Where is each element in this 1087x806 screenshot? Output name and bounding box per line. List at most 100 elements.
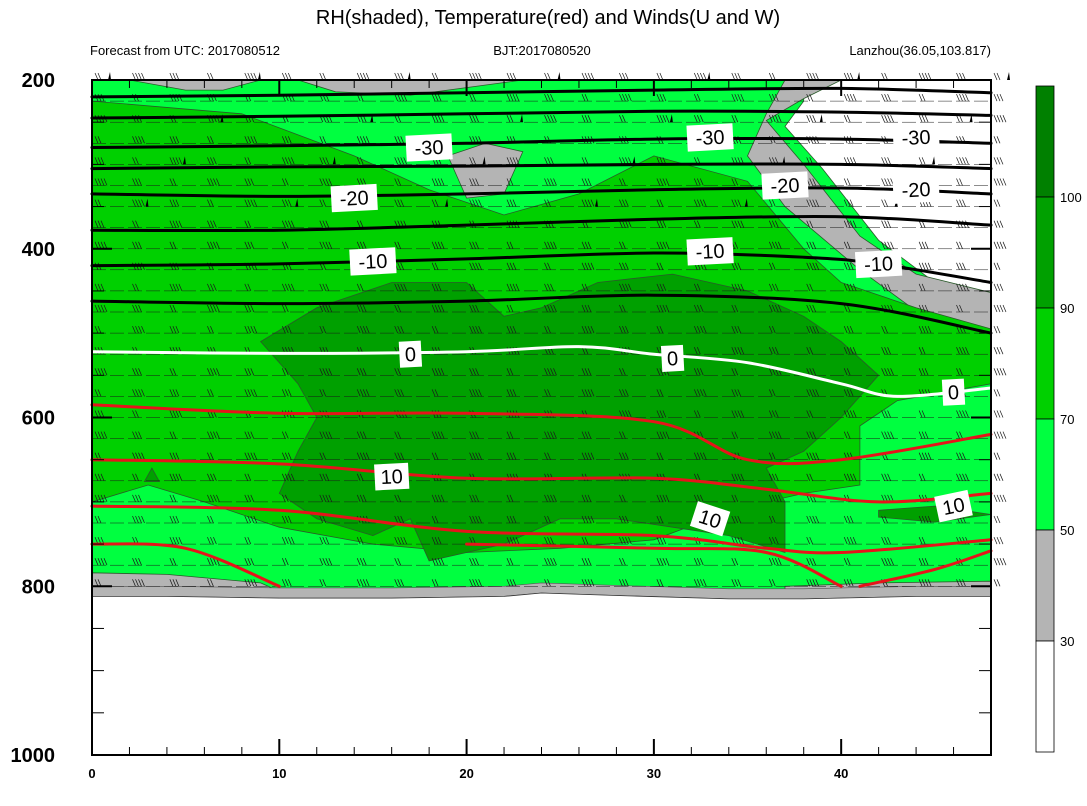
wind-barb — [547, 72, 551, 81]
wind-barb — [172, 515, 177, 524]
wind-barb — [959, 199, 963, 207]
wind-barb — [656, 558, 661, 566]
wind-barb — [849, 93, 854, 102]
wind-barb — [397, 431, 402, 439]
wind-barb — [94, 558, 99, 566]
wind-barb — [806, 431, 811, 439]
wind-barb — [132, 157, 136, 165]
wind-barb — [319, 72, 324, 81]
wind-barb — [210, 325, 214, 334]
wind-barb — [515, 93, 520, 102]
wind-barb — [216, 368, 220, 376]
wind-barb — [394, 304, 399, 313]
wind-barb — [846, 368, 851, 376]
wind-barb — [325, 536, 330, 545]
wind-barbs-and-levels — [92, 72, 1010, 587]
colorbar-box — [1035, 529, 1055, 642]
wind-barb — [812, 558, 817, 566]
wind-barb — [394, 452, 399, 460]
wind-barb — [740, 347, 745, 355]
wind-barb — [881, 72, 885, 81]
wind-barb — [622, 93, 626, 102]
wind-barb — [996, 431, 1001, 439]
wind-barb — [887, 536, 891, 545]
wind-barb — [138, 304, 142, 313]
wind-barb — [884, 93, 888, 102]
wind-barb — [587, 325, 592, 334]
wind-barb — [774, 410, 779, 418]
wind-barb — [434, 241, 439, 249]
wind-barb — [656, 579, 661, 587]
wind-barb — [175, 157, 180, 165]
wind-barb — [431, 115, 436, 123]
wind-barb — [584, 325, 589, 334]
wind-barb — [849, 325, 854, 334]
wind-barb — [581, 431, 586, 439]
wind-barb — [956, 157, 960, 165]
wind-barb — [247, 389, 252, 397]
wind-barb — [434, 431, 439, 439]
contour-label-box — [405, 133, 453, 162]
wind-barb — [884, 157, 888, 165]
wind-barb — [815, 72, 820, 81]
contour-label-group: -10 — [854, 249, 903, 279]
wind-barb — [362, 494, 367, 503]
wind-barb — [207, 452, 211, 460]
wind-barb — [247, 304, 252, 313]
wind-barb — [625, 325, 629, 334]
wind-barb — [622, 558, 626, 566]
wind-barb — [472, 262, 476, 270]
wind-barb — [207, 72, 211, 81]
wind-barb — [547, 368, 551, 376]
wind-barb — [138, 558, 142, 566]
contour-label: -30 — [901, 127, 931, 150]
wind-barb — [999, 241, 1004, 249]
wind-barb — [207, 283, 211, 292]
wind-barb — [544, 262, 548, 270]
wind-barb — [244, 579, 249, 587]
temperature-line-0 — [90, 345, 993, 398]
wind-barb — [362, 579, 367, 587]
wind-barb — [356, 136, 361, 144]
wind-barb — [437, 283, 442, 292]
contour-label-box — [330, 183, 378, 213]
wind-barb — [250, 178, 255, 186]
wind-barb — [135, 558, 139, 566]
wind-barb — [1002, 431, 1007, 439]
wind-barb — [400, 452, 405, 460]
wind-barb — [768, 452, 773, 460]
wind-barb — [996, 304, 1001, 313]
wind-barb — [740, 93, 745, 102]
wind-barb — [213, 473, 217, 481]
wind-barb — [472, 558, 476, 566]
wind-barb — [731, 347, 736, 355]
wind-barb — [547, 241, 551, 249]
contour-label: 0 — [947, 382, 959, 405]
wind-barb — [506, 368, 511, 376]
wind-barb — [965, 157, 969, 165]
wind-barb — [734, 368, 739, 376]
wind-barb — [924, 431, 929, 439]
wind-barb — [956, 72, 960, 81]
wind-barb — [175, 515, 180, 524]
wind-barb — [169, 157, 174, 165]
wind-barb — [328, 178, 333, 186]
wind-barb — [959, 368, 963, 376]
wind-barb — [965, 283, 969, 292]
wind-barb — [322, 473, 327, 481]
wind-barb — [319, 220, 324, 228]
wind-barb — [506, 494, 511, 503]
wind-barb — [544, 452, 548, 460]
wind-barb — [141, 325, 145, 334]
wind-barb — [365, 389, 370, 397]
wind-barb — [924, 72, 929, 81]
wind-barb — [852, 473, 857, 481]
wind-barb — [431, 325, 436, 334]
wind-barb — [210, 431, 214, 439]
wind-barb — [699, 72, 704, 81]
wind-barb — [506, 536, 511, 545]
wind-barb — [737, 283, 742, 292]
wind-barb — [175, 283, 180, 292]
wind-barb — [175, 199, 180, 207]
wind-barb — [94, 178, 99, 186]
